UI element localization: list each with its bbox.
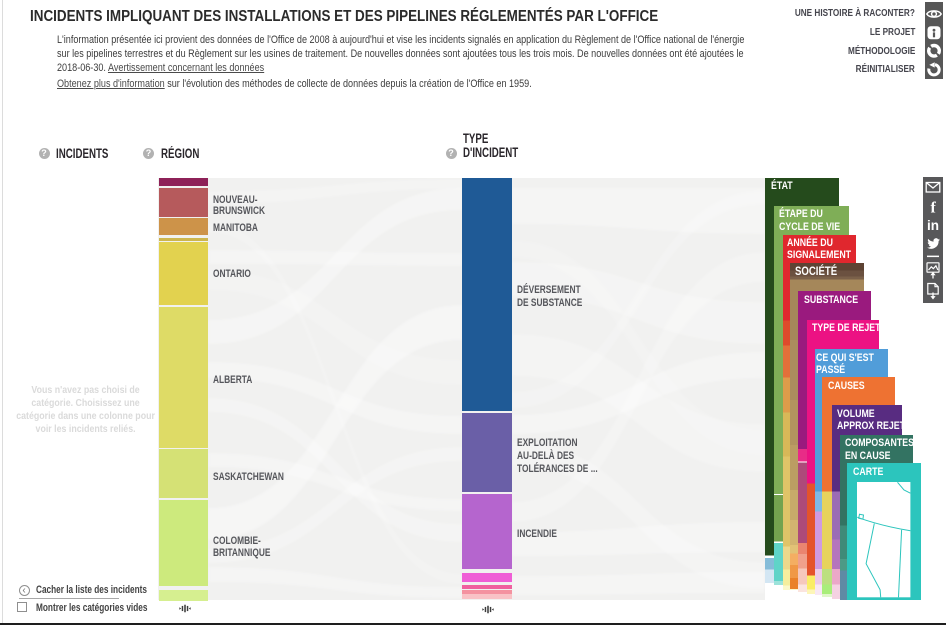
svg-text:f: f [931, 199, 937, 216]
svg-text:in: in [927, 218, 939, 233]
